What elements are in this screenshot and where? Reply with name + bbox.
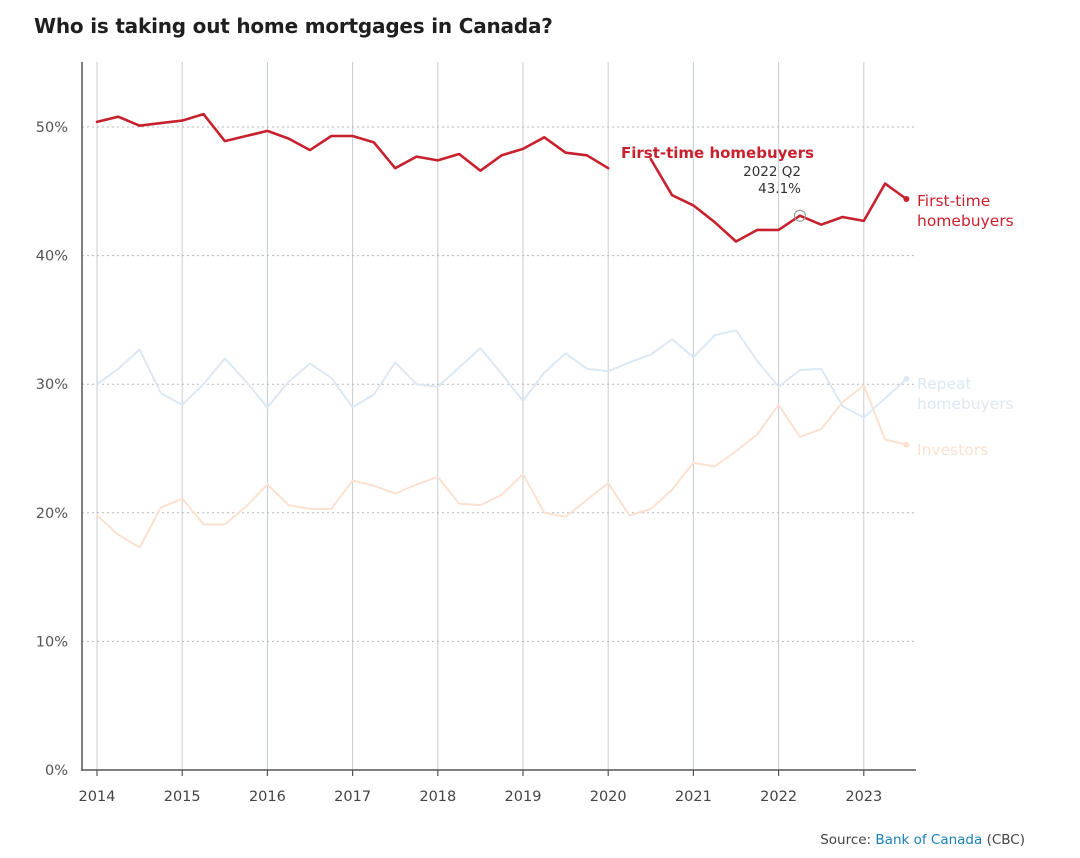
label-layer: First-time homebuyers Repeat homebuyers Inve…	[621, 144, 1014, 459]
series-line-first_time	[95, 112, 908, 243]
source-prefix: Source:	[820, 832, 872, 848]
y-tick-label: 20%	[36, 506, 68, 522]
source-link[interactable]: Bank of Canada	[875, 832, 983, 848]
series-end-point-investors	[903, 441, 910, 448]
source-suffix: (CBC)	[986, 832, 1025, 848]
end-label-line: homebuyers	[917, 395, 1014, 413]
end-label-first_time: First-time homebuyers	[917, 192, 1014, 230]
annotation-marker	[793, 209, 807, 222]
annotation-period: 2022 Q2	[743, 164, 801, 180]
y-tick-label: 0%	[45, 763, 68, 779]
series-line-investors	[96, 384, 908, 549]
grid-layer	[82, 62, 916, 770]
end-label-line: homebuyers	[917, 212, 1014, 230]
end-label-investors: Investors	[917, 441, 988, 459]
y-tick-label: 50%	[36, 120, 68, 136]
x-tick-label: 2015	[164, 789, 201, 805]
x-tick-label: 2021	[675, 789, 712, 805]
y-tick-label: 10%	[36, 634, 68, 650]
annotation-value: 43.1%	[758, 181, 801, 197]
x-tick-label: 2017	[334, 789, 371, 805]
end-label-line: First-time	[917, 192, 990, 210]
x-tick-label: 2023	[845, 789, 882, 805]
axis-layer: 0% 10% 20% 30% 40% 50% 2014 2015 2016 2017 2018 201…	[36, 62, 916, 805]
series-line-repeat	[96, 329, 908, 419]
inline-series-label: First-time homebuyers	[621, 144, 814, 162]
y-tick-label: 30%	[36, 377, 68, 393]
chart-title: Who is taking out home mortgages in Cana…	[34, 14, 553, 38]
series-layer	[95, 112, 910, 549]
x-tick-label: 2014	[79, 789, 116, 805]
x-tick-label: 2016	[249, 789, 286, 805]
end-label-line: Repeat	[917, 375, 972, 393]
source-note: Source: Bank of Canada (CBC)	[820, 832, 1025, 848]
x-tick-label: 2020	[590, 789, 627, 805]
x-tick-label: 2018	[419, 789, 456, 805]
series-end-point-repeat	[903, 376, 910, 383]
x-tick-label: 2022	[760, 789, 797, 805]
y-tick-label: 40%	[36, 249, 68, 265]
x-tick-label: 2019	[505, 789, 542, 805]
series-end-point-first_time	[903, 196, 910, 203]
end-label-line: Investors	[917, 441, 988, 459]
end-label-repeat: Repeat homebuyers	[917, 375, 1014, 413]
